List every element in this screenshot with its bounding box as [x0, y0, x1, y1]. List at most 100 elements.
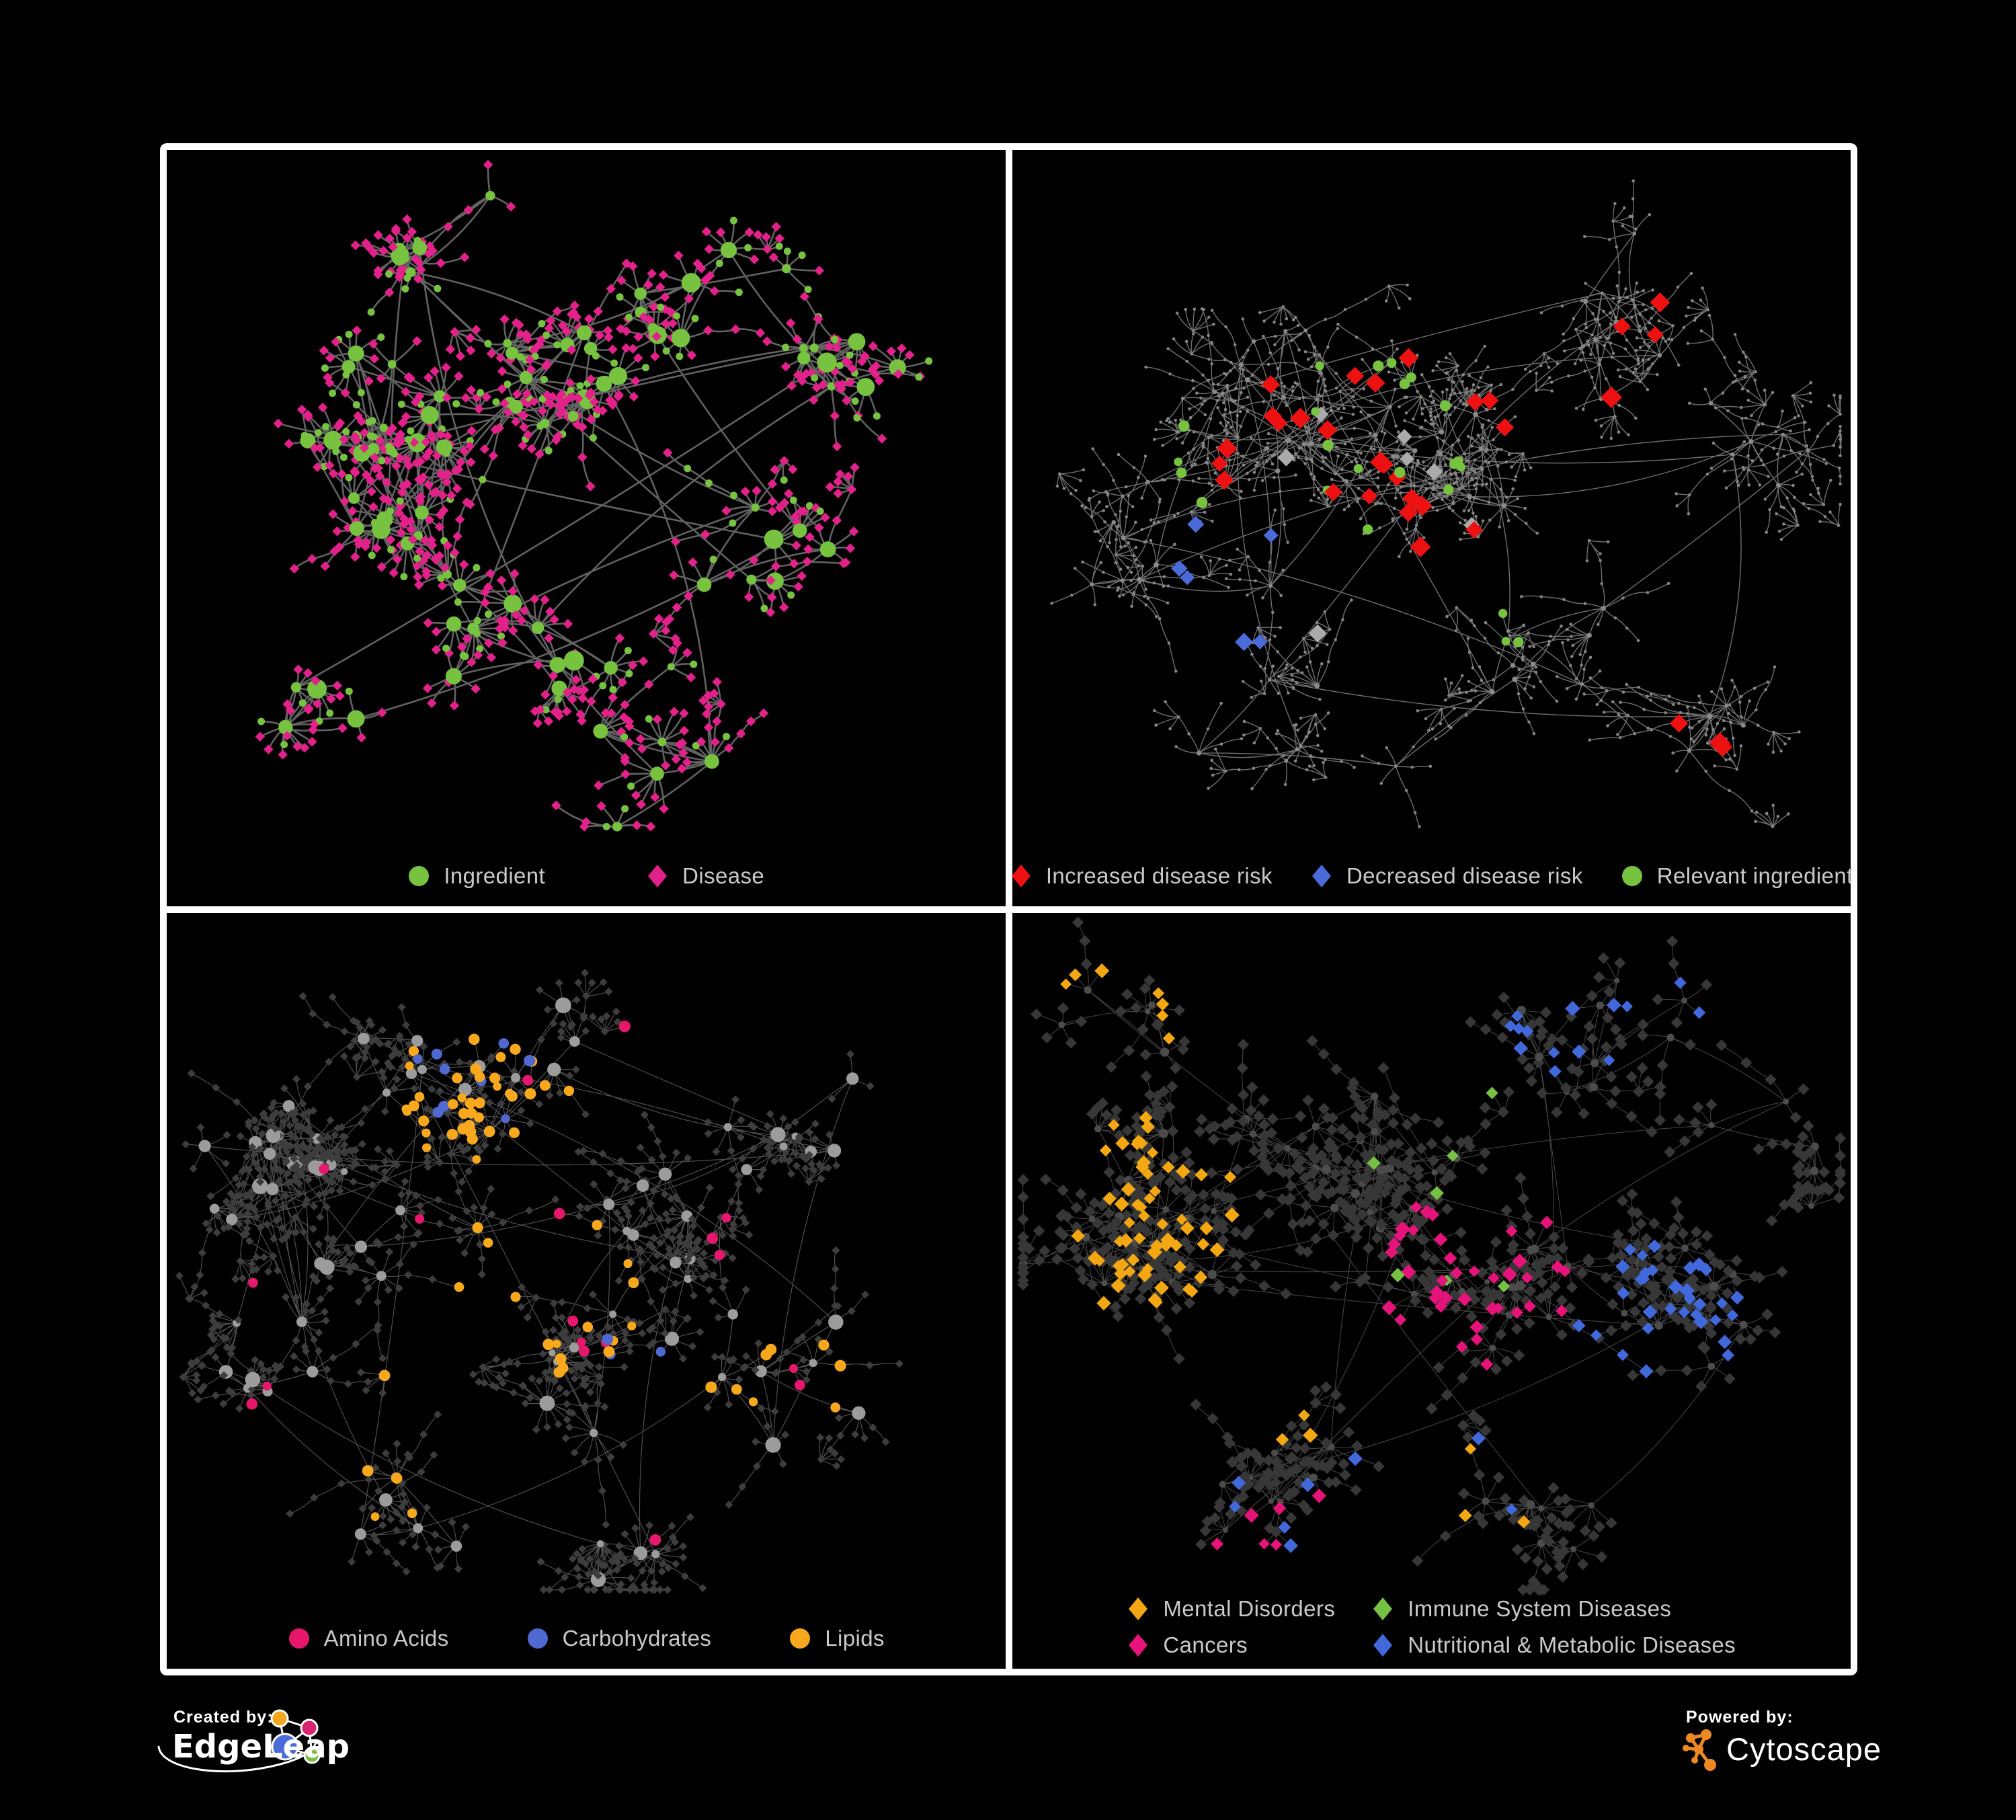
graph-node: [602, 1333, 614, 1345]
graph-node: [554, 1566, 563, 1575]
graph-node: [1172, 1352, 1185, 1365]
graph-node: [1106, 1231, 1119, 1243]
graph-node: [616, 275, 627, 286]
graph-node: [1502, 1268, 1517, 1282]
disease-risk-network: [1049, 179, 1842, 828]
graph-node: [1211, 322, 1215, 326]
graph-node: [1158, 617, 1161, 621]
graph-node: [1804, 444, 1808, 448]
graph-node: [1293, 315, 1297, 319]
graph-node: [393, 1439, 401, 1448]
graph-node: [473, 1143, 481, 1152]
graph-node: [529, 594, 540, 604]
graph-node: [428, 1134, 436, 1143]
graph-node: [1621, 1000, 1633, 1013]
graph-node: [541, 1327, 550, 1336]
graph-node: [1761, 1308, 1773, 1320]
graph-node: [1102, 1166, 1115, 1178]
graph-node: [606, 1169, 615, 1177]
graph-node: [1359, 1171, 1371, 1183]
graph-node: [559, 1019, 567, 1028]
graph-node: [1430, 506, 1435, 510]
graph-node: [1467, 374, 1471, 378]
graph-node: [1252, 741, 1256, 745]
graph-node: [572, 995, 581, 1004]
graph-node: [1306, 358, 1309, 361]
graph-node: [1642, 1322, 1654, 1335]
graph-node: [302, 1300, 311, 1308]
graph-node: [290, 1133, 299, 1142]
graph-node: [1730, 1290, 1744, 1304]
panel-ingredient-disease: Ingredient Disease: [167, 150, 1006, 906]
graph-node: [1219, 421, 1222, 425]
graph-node: [1617, 296, 1621, 300]
graph-node: [869, 1423, 877, 1431]
graph-node: [472, 1154, 481, 1164]
legend-label: Cancers: [1163, 1632, 1248, 1657]
edgeleap-branding: Created by: EdgeLeap: [153, 1701, 350, 1802]
graph-node: [1710, 338, 1714, 342]
graph-node: [1180, 1146, 1193, 1158]
graph-node: [1651, 993, 1664, 1005]
graph-node: [290, 1351, 298, 1360]
graph-node: [1429, 1185, 1444, 1200]
edgeleap-logo: [157, 1709, 321, 1773]
graph-node: [1394, 496, 1398, 500]
graph-node: [465, 441, 475, 451]
graph-node: [1479, 1023, 1492, 1035]
disease-categories-network: [1016, 916, 1846, 1595]
graph-node: [1145, 596, 1150, 600]
graph-node: [309, 1106, 318, 1115]
graph-node: [1262, 1470, 1274, 1482]
graph-node: [1590, 375, 1594, 379]
graph-node: [407, 534, 418, 545]
graph-node: [1229, 397, 1233, 401]
graph-node: [1488, 518, 1492, 522]
graph-node: [1211, 383, 1215, 386]
graph-node: [627, 1320, 637, 1331]
graph-node: [737, 1115, 745, 1124]
graph-node: [1312, 1122, 1320, 1130]
graph-node: [1271, 1449, 1278, 1456]
graph-node: [640, 1585, 649, 1593]
graph-node: [1511, 1253, 1527, 1269]
graph-node: [1744, 355, 1748, 359]
graph-node: [1372, 1111, 1385, 1123]
graph-node: [335, 418, 346, 428]
graph-node: [518, 440, 528, 450]
graph-node: [1488, 389, 1492, 393]
graph-node: [212, 1083, 220, 1092]
graph-node: [618, 712, 629, 722]
graph-node: [1449, 681, 1453, 685]
graph-node: [661, 1305, 670, 1314]
graph-node: [431, 645, 442, 655]
graph-node: [1265, 1126, 1277, 1139]
graph-node: [316, 1212, 325, 1221]
graph-node: [1293, 473, 1297, 477]
graph-node: [1484, 482, 1488, 486]
graph-node: [1149, 1185, 1161, 1197]
graph-node: [1275, 1432, 1289, 1446]
graph-node: [1597, 362, 1601, 366]
graph-node: [1527, 675, 1531, 679]
graph-node: [1141, 564, 1144, 568]
graph-node: [1350, 1111, 1363, 1123]
graph-node: [605, 1585, 614, 1593]
graph-node: [1617, 1238, 1630, 1251]
graph-node: [569, 301, 580, 311]
graph-node: [278, 1223, 286, 1232]
graph-node: [1644, 326, 1647, 330]
graph-node: [599, 978, 608, 986]
graph-node: [1297, 1499, 1309, 1511]
graph-node: [1532, 1583, 1544, 1595]
graph-node: [1206, 333, 1210, 338]
graph-node: [251, 1158, 259, 1167]
graph-node: [1373, 502, 1377, 506]
graph-node: [1601, 606, 1606, 611]
graph-node: [641, 364, 649, 372]
graph-node: [1207, 358, 1211, 361]
graph-node: [760, 1135, 768, 1144]
graph-node: [1638, 324, 1641, 328]
graph-node: [848, 333, 866, 351]
graph-node: [1521, 658, 1525, 662]
